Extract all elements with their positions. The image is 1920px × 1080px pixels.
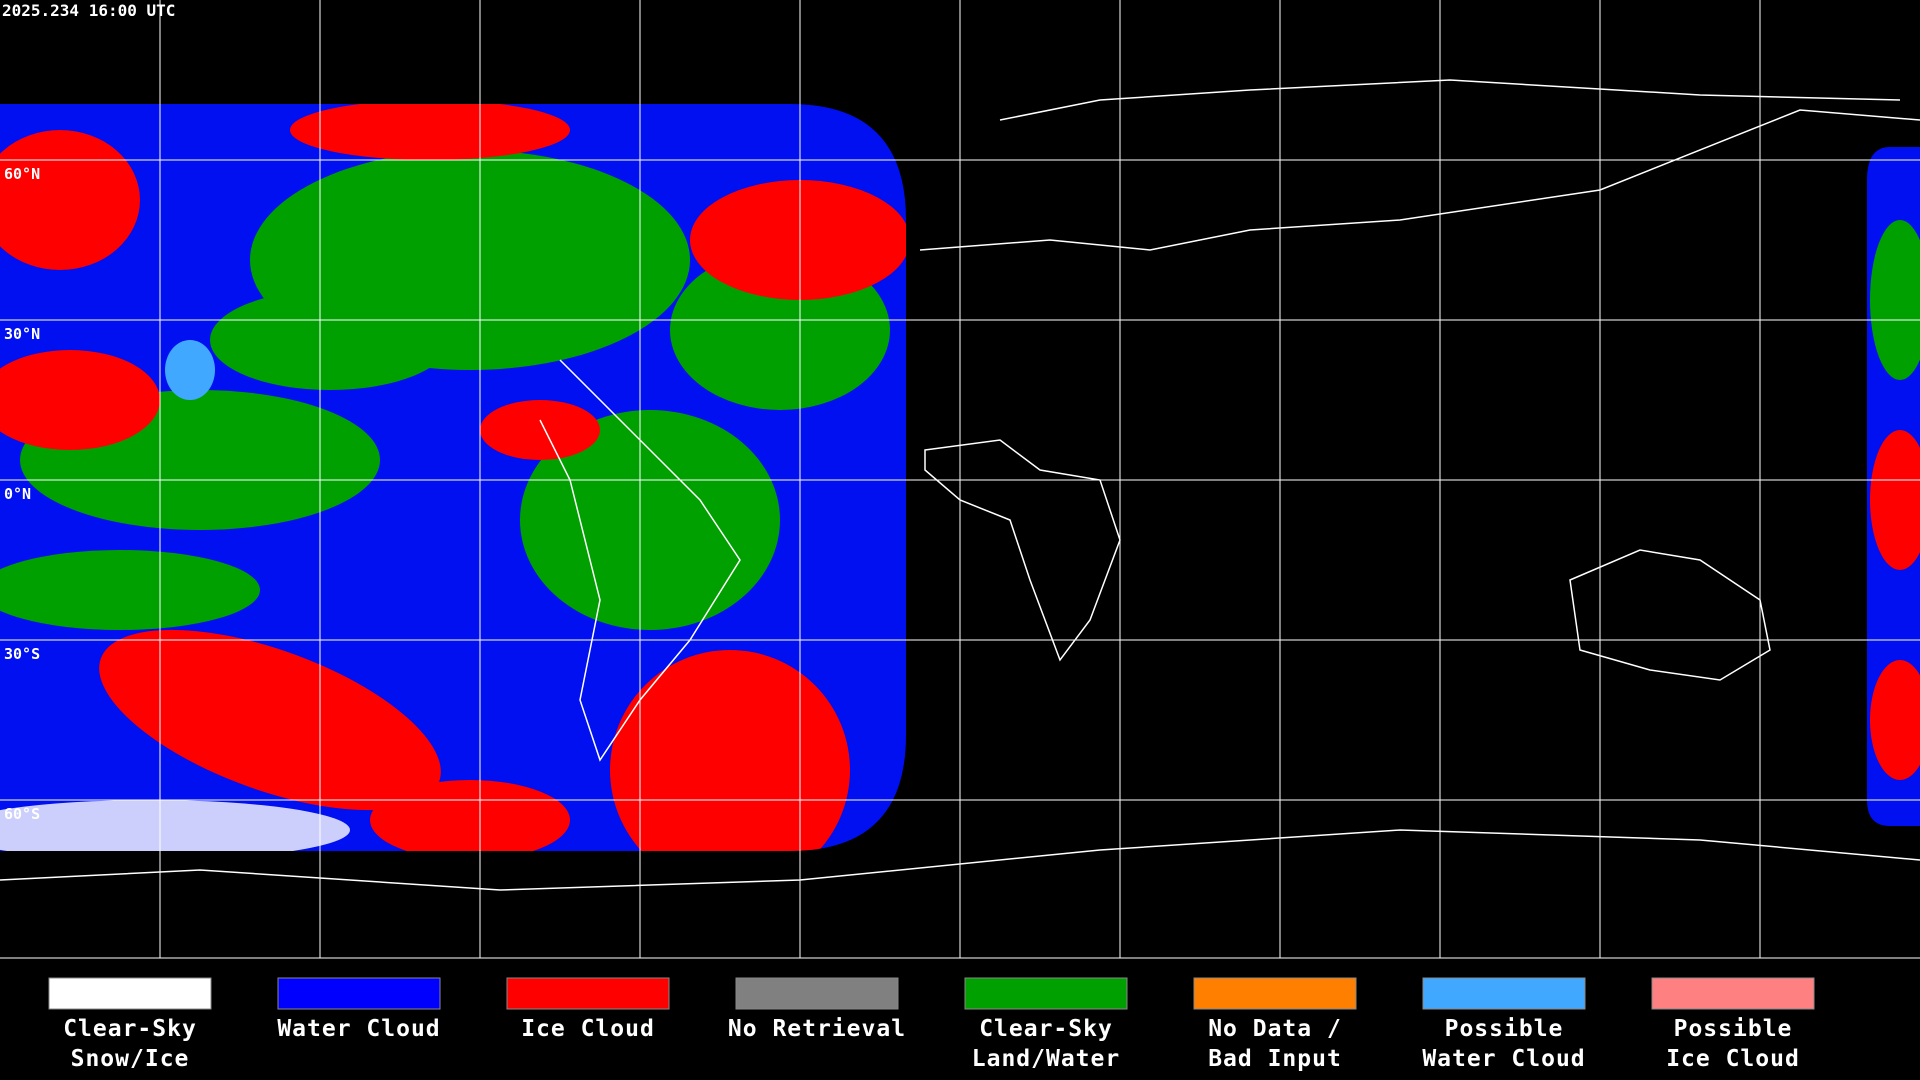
legend-swatch	[964, 977, 1128, 1010]
latitude-label: 30°S	[4, 645, 40, 663]
legend-label: Water Cloud	[277, 1016, 440, 1042]
timestamp: 2025.234 16:00 UTC	[2, 1, 175, 20]
legend-swatch	[1651, 977, 1815, 1010]
legend-label: Ice Cloud	[521, 1016, 655, 1042]
legend-label: Bad Input	[1208, 1046, 1342, 1072]
legend-label: Clear-Sky	[63, 1016, 197, 1042]
latitude-label: 30°N	[4, 325, 40, 343]
legend-label: Ice Cloud	[1666, 1046, 1800, 1072]
cloud-phase-imagery	[0, 104, 906, 851]
legend-label: Land/Water	[972, 1046, 1120, 1072]
legend: Clear-Sky Snow/Ice Water Cloud Ice Cloud No …	[48, 977, 1815, 1072]
legend-swatch	[1422, 977, 1586, 1010]
graticule	[0, 0, 1920, 958]
latitude-label: 60°S	[4, 805, 40, 823]
legend-swatch	[735, 977, 899, 1010]
cloud-phase-imagery-edge	[1867, 147, 1920, 826]
legend-label: Snow/Ice	[71, 1046, 190, 1072]
latitude-label: 60°N	[4, 165, 40, 183]
legend-swatch	[506, 977, 670, 1010]
legend-label: No Retrieval	[728, 1016, 906, 1042]
legend-swatch	[277, 977, 441, 1010]
legend-swatch	[1193, 977, 1357, 1010]
latitude-labels: 60°N 30°N 0°N 30°S 60°S	[4, 165, 40, 823]
legend-label: No Data /	[1208, 1016, 1342, 1042]
latitude-label: 0°N	[4, 485, 31, 503]
legend-label: Clear-Sky	[979, 1016, 1113, 1042]
legend-label: Water Cloud	[1422, 1046, 1585, 1072]
legend-swatch	[48, 977, 212, 1010]
legend-label: Possible	[1674, 1016, 1793, 1042]
legend-label: Possible	[1445, 1016, 1564, 1042]
